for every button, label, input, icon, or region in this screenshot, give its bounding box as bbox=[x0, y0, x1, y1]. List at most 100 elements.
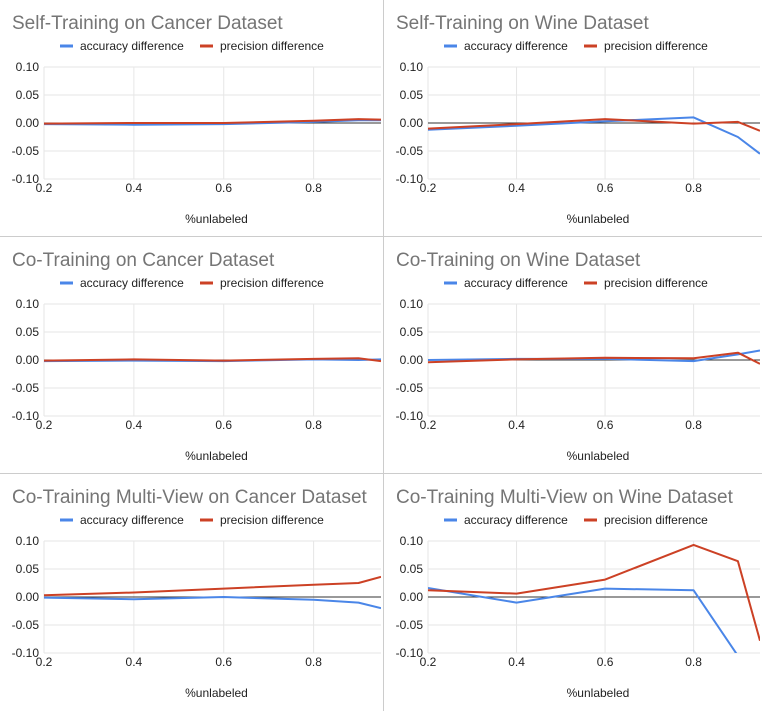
x-tick-label: 0.4 bbox=[508, 418, 525, 432]
y-tick-label: 0.05 bbox=[16, 562, 40, 576]
y-tick-label: -0.10 bbox=[396, 172, 424, 186]
y-tick-label: 0.05 bbox=[400, 562, 424, 576]
series-line-precision bbox=[428, 351, 760, 365]
series-line-precision bbox=[44, 118, 381, 125]
chart-title: Co-Training on Cancer Dataset bbox=[12, 250, 275, 271]
series-line-precision bbox=[44, 357, 381, 363]
legend-label-accuracy: accuracy difference bbox=[464, 513, 568, 527]
y-tick-label: 0.05 bbox=[400, 88, 424, 102]
y-tick-label: 0.05 bbox=[16, 325, 40, 339]
y-tick-label: 0.00 bbox=[16, 116, 40, 130]
x-axis-label: %unlabeled bbox=[185, 449, 248, 463]
series-line-precision bbox=[44, 575, 381, 597]
x-tick-label: 0.2 bbox=[36, 418, 53, 432]
x-tick-label: 0.8 bbox=[685, 418, 702, 432]
y-tick-label: -0.05 bbox=[396, 381, 424, 395]
panel-divider-horizontal bbox=[0, 473, 762, 474]
y-tick-label: 0.00 bbox=[16, 590, 40, 604]
x-tick-label: 0.4 bbox=[126, 181, 143, 195]
y-tick-label: 0.10 bbox=[400, 297, 424, 311]
chart-panel-multiview-cancer: Co-Training Multi-View on Cancer Dataset… bbox=[0, 474, 383, 711]
x-tick-label: 0.2 bbox=[420, 418, 437, 432]
chart-title: Self-Training on Wine Dataset bbox=[396, 13, 649, 34]
chart-svg: Self-Training on Cancer Dataset accuracy … bbox=[12, 13, 381, 226]
x-tick-label: 0.2 bbox=[420, 655, 437, 669]
chart-title: Self-Training on Cancer Dataset bbox=[12, 13, 283, 34]
y-tick-label: 0.10 bbox=[400, 534, 424, 548]
chart-panel-co-training-cancer: Co-Training on Cancer Dataset accuracy di… bbox=[0, 237, 383, 473]
x-tick-label: 0.6 bbox=[597, 418, 614, 432]
x-tick-label: 0.6 bbox=[215, 655, 232, 669]
x-tick-label: 0.4 bbox=[508, 181, 525, 195]
y-tick-label: 0.05 bbox=[16, 88, 40, 102]
y-tick-label: 0.00 bbox=[400, 590, 424, 604]
legend-label-precision: precision difference bbox=[604, 39, 708, 53]
x-tick-label: 0.8 bbox=[685, 181, 702, 195]
x-tick-label: 0.2 bbox=[36, 655, 53, 669]
y-tick-label: -0.05 bbox=[12, 144, 40, 158]
x-tick-label: 0.6 bbox=[597, 655, 614, 669]
y-tick-label: -0.10 bbox=[12, 646, 40, 660]
series-line-accuracy bbox=[428, 587, 738, 653]
y-tick-label: 0.10 bbox=[16, 60, 40, 74]
chart-svg: Co-Training Multi-View on Wine Dataset ac… bbox=[396, 487, 760, 700]
chart-svg: Co-Training Multi-View on Cancer Dataset… bbox=[12, 487, 381, 700]
x-tick-label: 0.2 bbox=[36, 181, 53, 195]
chart-panel-self-training-cancer: Self-Training on Cancer Dataset accuracy … bbox=[0, 0, 383, 236]
y-tick-label: -0.10 bbox=[12, 409, 40, 423]
x-tick-label: 0.8 bbox=[305, 418, 322, 432]
y-tick-label: 0.05 bbox=[400, 325, 424, 339]
legend-label-precision: precision difference bbox=[220, 39, 324, 53]
series-line-accuracy bbox=[44, 119, 381, 126]
legend-label-accuracy: accuracy difference bbox=[464, 39, 568, 53]
x-axis-label: %unlabeled bbox=[567, 449, 630, 463]
chart-panel-co-training-wine: Co-Training on Wine Dataset accuracy diff… bbox=[384, 237, 762, 473]
chart-panel-self-training-wine: Self-Training on Wine Dataset accuracy di… bbox=[384, 0, 762, 236]
legend-label-precision: precision difference bbox=[604, 513, 708, 527]
chart-svg: Co-Training on Cancer Dataset accuracy di… bbox=[12, 250, 381, 463]
chart-title: Co-Training on Wine Dataset bbox=[396, 250, 641, 271]
x-tick-label: 0.6 bbox=[215, 181, 232, 195]
y-tick-label: 0.10 bbox=[400, 60, 424, 74]
chart-svg: Co-Training on Wine Dataset accuracy diff… bbox=[396, 250, 760, 463]
y-tick-label: -0.10 bbox=[12, 172, 40, 186]
y-tick-label: 0.00 bbox=[400, 353, 424, 367]
series-line-precision bbox=[428, 118, 760, 132]
x-axis-label: %unlabeled bbox=[567, 212, 630, 226]
chart-panel-multiview-wine: Co-Training Multi-View on Wine Dataset ac… bbox=[384, 474, 762, 711]
series-line-precision bbox=[428, 543, 760, 641]
x-tick-label: 0.2 bbox=[420, 181, 437, 195]
y-tick-label: 0.10 bbox=[16, 534, 40, 548]
y-tick-label: -0.05 bbox=[12, 381, 40, 395]
chart-title: Co-Training Multi-View on Cancer Dataset bbox=[12, 487, 368, 508]
legend-label-precision: precision difference bbox=[604, 276, 708, 290]
legend-label-precision: precision difference bbox=[220, 513, 324, 527]
x-tick-label: 0.8 bbox=[305, 181, 322, 195]
x-tick-label: 0.8 bbox=[305, 655, 322, 669]
x-tick-label: 0.6 bbox=[215, 418, 232, 432]
y-tick-label: -0.05 bbox=[396, 618, 424, 632]
y-tick-label: -0.05 bbox=[12, 618, 40, 632]
legend-label-precision: precision difference bbox=[220, 276, 324, 290]
x-tick-label: 0.8 bbox=[685, 655, 702, 669]
y-tick-label: -0.10 bbox=[396, 409, 424, 423]
series-line-accuracy bbox=[428, 116, 760, 155]
x-tick-label: 0.4 bbox=[126, 655, 143, 669]
series-line-accuracy bbox=[44, 596, 381, 610]
y-tick-label: -0.10 bbox=[396, 646, 424, 660]
x-tick-label: 0.4 bbox=[508, 655, 525, 669]
panel-divider-vertical bbox=[383, 0, 384, 711]
panel-divider-horizontal bbox=[0, 236, 762, 237]
legend-label-accuracy: accuracy difference bbox=[80, 39, 184, 53]
legend-label-accuracy: accuracy difference bbox=[80, 513, 184, 527]
x-axis-label: %unlabeled bbox=[185, 686, 248, 700]
y-tick-label: 0.10 bbox=[16, 297, 40, 311]
legend-label-accuracy: accuracy difference bbox=[464, 276, 568, 290]
y-tick-label: -0.05 bbox=[396, 144, 424, 158]
chart-title: Co-Training Multi-View on Wine Dataset bbox=[396, 487, 734, 508]
legend-label-accuracy: accuracy difference bbox=[80, 276, 184, 290]
chart-svg: Self-Training on Wine Dataset accuracy di… bbox=[396, 13, 760, 226]
y-tick-label: 0.00 bbox=[16, 353, 40, 367]
x-axis-label: %unlabeled bbox=[567, 686, 630, 700]
